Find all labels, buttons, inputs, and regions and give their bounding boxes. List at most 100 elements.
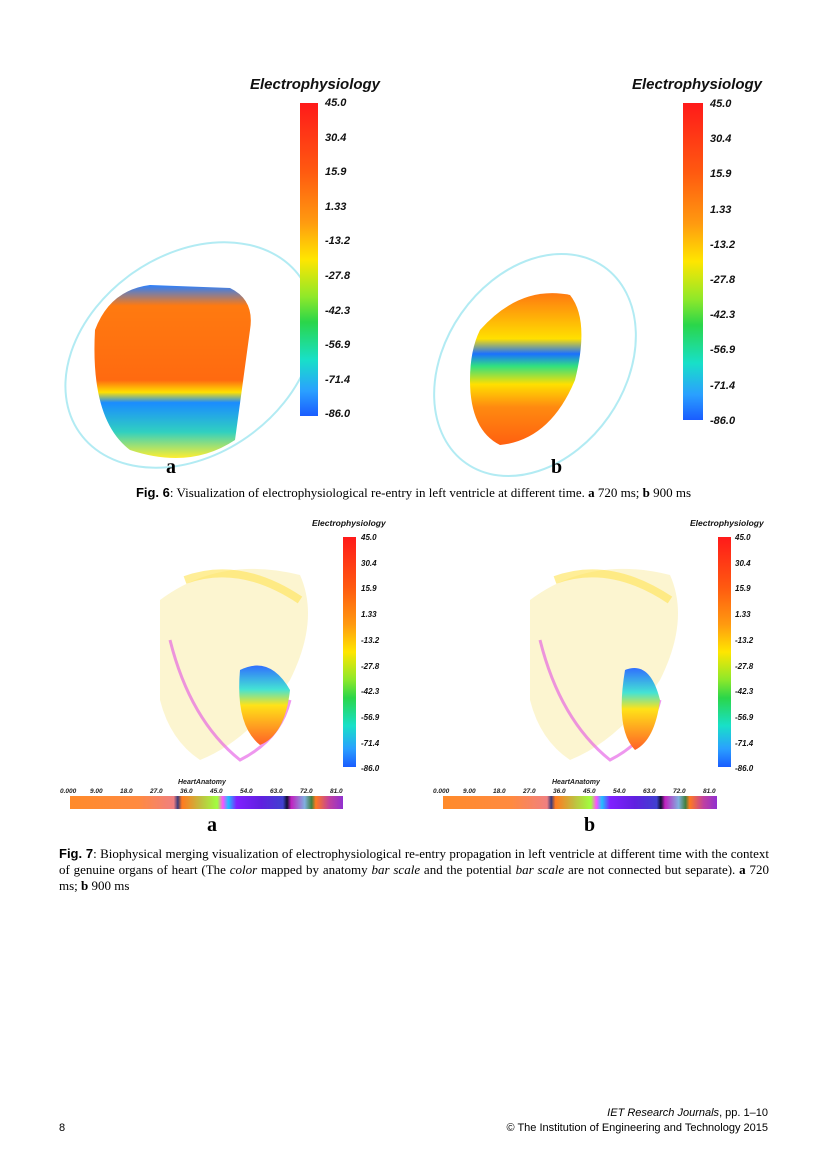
fig7a-anatomy-tick: 72.0: [300, 788, 313, 795]
fig6b-colorbar: [683, 103, 703, 420]
fig6b-colorbar-title: Electrophysiology: [632, 76, 763, 93]
fig7a-colorbar-tick: -42.3: [361, 687, 380, 697]
fig7a-anatomy-tick: 0.000: [60, 788, 77, 795]
fig7-caption-text: and the potential: [420, 862, 516, 877]
fig7-caption-text: mapped by anatomy: [257, 862, 372, 877]
caption-b: b: [81, 878, 89, 893]
fig6-caption: Fig. 6: Visualization of electrophysiolo…: [0, 485, 827, 501]
fig7a-colorbar-tick: -71.4: [361, 738, 380, 748]
fig7b-colorbar-tick: 45.0: [735, 533, 751, 542]
fig7b-anatomy-tick: 27.0: [523, 788, 536, 795]
page-number: 8: [59, 1122, 66, 1134]
fig7-panel-a-label: a: [207, 814, 217, 836]
fig7b-colorbar-tick: 15.9: [735, 584, 751, 594]
fig7a-anatomy-tick: 81.0: [330, 788, 343, 795]
fig6a-colorbar: [300, 103, 318, 416]
fig7b-colorbar-tick: 1.33: [735, 610, 751, 620]
fig7b-anatomy-tick: 36.0: [553, 788, 566, 795]
caption-em: bar scale: [515, 862, 565, 877]
fig7a-anatomy-tick: 9.00: [90, 788, 103, 795]
fig7a-anatomy-tick: 18.0: [120, 788, 133, 795]
fig7b-anatomy-tick: 72.0: [673, 788, 686, 795]
caption-em: color: [229, 862, 258, 877]
fig6b-colorbar-tick: 15.9: [710, 168, 732, 181]
journal-name: IET Research Journals: [607, 1107, 720, 1119]
caption-b-text: 900 ms: [88, 878, 130, 893]
fig6b-colorbar-tick: -42.3: [710, 309, 736, 322]
fig7b-anatomy-tick: 63.0: [643, 788, 656, 795]
fig7-caption: Fig. 7: Biophysical merging visualizatio…: [59, 846, 769, 894]
fig6-panel-b-label: b: [551, 456, 563, 478]
fig6b-colorbar-tick: -13.2: [710, 238, 736, 251]
fig7a-anatomy-title: HeartAnatomy: [178, 779, 226, 786]
fig7a-colorbar-tick: -13.2: [361, 635, 380, 645]
fig7a-colorbar-tick: 30.4: [361, 558, 377, 568]
fig7a-anatomy-tick: 54.0: [240, 788, 253, 795]
fig6a-colorbar-tick: -86.0: [325, 408, 351, 421]
fig7b-anatomy-tick: 0.000: [433, 788, 450, 795]
caption-em: bar scale: [371, 862, 421, 877]
fig7a-anatomy-tick: 27.0: [150, 788, 163, 795]
journal-pages: , pp. 1–10: [719, 1107, 768, 1119]
fig6a-colorbar-tick: -13.2: [325, 235, 351, 248]
fig7b-colorbar-title: Electrophysiology: [690, 518, 764, 528]
fig7a-colorbar-tick: -27.8: [361, 661, 380, 671]
fig7a-colorbar-tick: -86.0: [361, 764, 380, 774]
fig7-caption-text: are not connected but separate).: [564, 862, 740, 877]
fig7b-anatomy-bar: [443, 796, 717, 809]
caption-b-text: 900 ms: [649, 485, 692, 500]
fig6b-colorbar-tick: -71.4: [710, 379, 736, 392]
fig7b-colorbar-tick: -13.2: [735, 635, 754, 645]
fig7a-colorbar-title: Electrophysiology: [312, 518, 386, 528]
fig7-caption-text: : Biophysical merging visualization of e…: [59, 846, 769, 877]
fig6b-colorbar-tick: -86.0: [710, 414, 736, 427]
fig7b-anatomy-tick: 45.0: [583, 788, 596, 795]
fig7a-heart-image: [160, 568, 308, 762]
fig7a-anatomy-tick: 45.0: [210, 788, 223, 795]
caption-a: a: [588, 485, 595, 500]
fig7a-colorbar-tick: 45.0: [361, 533, 377, 542]
fig6a-colorbar-tick: 15.9: [325, 166, 347, 179]
fig7b-colorbar-tick: -42.3: [735, 687, 754, 697]
fig7b-anatomy-tick: 9.00: [463, 788, 476, 795]
fig7b-anatomy-title: HeartAnatomy: [552, 779, 600, 786]
fig6a-colorbar-tick: 45.0: [325, 97, 347, 109]
fig6-label: Fig. 6: [135, 485, 170, 500]
fig6a-colorbar-tick: -27.8: [325, 270, 351, 282]
fig6b-colorbar-tick: 1.33: [710, 203, 732, 216]
fig7b-anatomy-tick: 81.0: [703, 788, 716, 795]
fig7a-anatomy-tick: 63.0: [270, 788, 283, 795]
fig7a-colorbar-tick: -56.9: [361, 712, 380, 722]
caption-a: a: [739, 862, 746, 877]
fig7b-colorbar-tick: -86.0: [735, 764, 754, 774]
caption-a-text: 720 ms;: [59, 862, 769, 893]
fig6b-colorbar-tick: -56.9: [710, 344, 736, 357]
fig7b-anatomy-tick: 54.0: [613, 788, 626, 795]
journal-info: IET Research Journals, pp. 1–10: [607, 1107, 768, 1119]
caption-a-text: 720 ms;: [594, 485, 643, 500]
fig7-label: Fig. 7: [59, 846, 94, 861]
fig6a-colorbar-title: Electrophysiology: [250, 76, 381, 93]
copyright: © The Institution of Engineering and Tec…: [506, 1122, 769, 1134]
fig7a-colorbar-tick: 15.9: [361, 584, 377, 594]
fig7a-colorbar-tick: 1.33: [361, 610, 377, 620]
fig6a-colorbar-tick: -71.4: [325, 373, 351, 386]
fig7b-colorbar-tick: -56.9: [735, 712, 754, 722]
fig7b-colorbar-tick: -27.8: [735, 661, 754, 671]
fig6b-colorbar-tick: -27.8: [710, 274, 736, 286]
fig6-caption-text: : Visualization of electrophysiological …: [169, 485, 589, 500]
fig7b-heart-image: [530, 568, 678, 762]
fig7b-anatomy-tick: 18.0: [493, 788, 506, 795]
fig7a-anatomy-bar: [70, 796, 343, 809]
fig6a-colorbar-tick: 30.4: [325, 131, 347, 144]
caption-b: b: [642, 485, 650, 500]
fig6b-colorbar-tick: 45.0: [710, 98, 732, 110]
fig7b-colorbar-tick: 30.4: [735, 558, 751, 568]
fig6a-colorbar-tick: -56.9: [325, 339, 351, 352]
fig7b-colorbar: [718, 537, 731, 767]
fig7a-colorbar: [343, 537, 356, 767]
fig6b-colorbar-tick: 30.4: [710, 133, 732, 146]
fig6-panel-a-label: a: [166, 456, 176, 478]
